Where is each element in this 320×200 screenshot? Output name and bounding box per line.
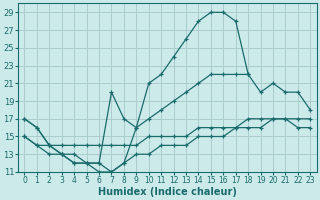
X-axis label: Humidex (Indice chaleur): Humidex (Indice chaleur) xyxy=(98,187,237,197)
